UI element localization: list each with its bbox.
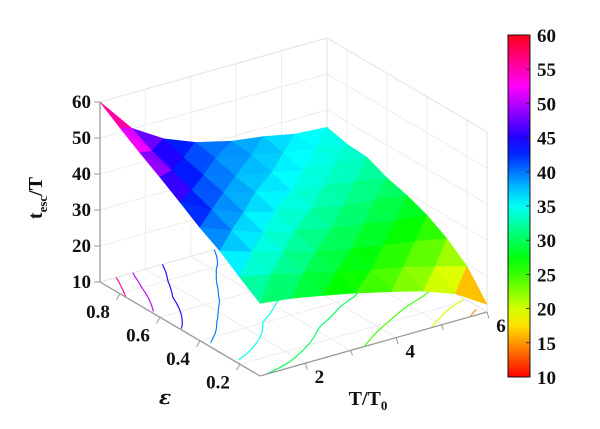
axes: 10 20 30 40 50 60 0.2 0.4 0.6 0.8 2 4 6 (72, 92, 506, 393)
wall-grid-line (326, 109, 488, 205)
surface-face (454, 265, 488, 305)
x-tick-label: 4 (405, 342, 415, 363)
y-axis-line (99, 281, 261, 377)
x-axis-line (259, 311, 488, 377)
y-tick-label: 0.4 (166, 349, 190, 370)
x-tick-label: 6 (496, 316, 506, 337)
y-tick (196, 340, 201, 348)
x-tick (304, 363, 308, 370)
y-axis-label: ε (159, 385, 171, 409)
z-tick-label: 60 (72, 92, 91, 113)
x-axis-label: T/T0 (349, 388, 388, 413)
floor-grid-line (239, 299, 468, 365)
y-tick (236, 363, 241, 371)
colorbar-tick-label: 45 (537, 129, 556, 150)
contour-line-15 (469, 308, 478, 318)
surface-face (259, 273, 293, 304)
floor-grid-line (145, 268, 306, 364)
surface-face (291, 272, 325, 299)
z-tick-label: 10 (72, 272, 91, 293)
z-tick-label: 40 (72, 164, 91, 185)
contour-line-50 (132, 272, 154, 312)
contour-line-20 (430, 298, 464, 329)
x-tick (486, 311, 490, 319)
box-edge (99, 37, 328, 103)
contour-line-25 (363, 287, 435, 348)
wall-grid-line (99, 73, 328, 139)
colorbar-tick-label: 35 (537, 197, 556, 218)
wall-grid-line (326, 73, 488, 169)
colorbar-tick-label: 15 (537, 334, 556, 355)
z-tick-label: 30 (72, 200, 91, 221)
colorbar-tick-label: 50 (537, 94, 556, 115)
y-tick (116, 293, 121, 301)
colorbar-tick-label: 60 (537, 26, 556, 47)
colorbar: 10 15 20 25 30 35 40 45 50 55 60 (507, 26, 556, 389)
x-tick-minor (441, 324, 444, 330)
y-tick-label: 0.6 (126, 325, 150, 346)
surface-face (391, 266, 425, 293)
surface-mesh (99, 101, 488, 305)
surface-face (99, 101, 133, 129)
y-tick-label: 0.2 (206, 372, 230, 393)
x-tick-label: 2 (315, 367, 325, 388)
x-tick (395, 337, 399, 345)
colorbar-tick-label: 30 (537, 231, 556, 252)
colorbar-tick-label: 25 (537, 265, 556, 286)
contour-line-40 (210, 249, 221, 343)
contour-line-45 (161, 264, 183, 329)
z-tick-label: 20 (72, 236, 91, 257)
z-tick-label: 50 (72, 128, 91, 149)
floor-grid-line (190, 255, 352, 351)
y-tick-label: 0.8 (86, 302, 110, 323)
colorbar-tick-label: 55 (537, 60, 556, 81)
contour-line-55 (115, 277, 127, 298)
colorbar-tick-label: 20 (537, 300, 556, 321)
box-edge (326, 37, 488, 133)
surface-face (422, 266, 456, 294)
surface-face (354, 269, 393, 294)
surface-face (323, 271, 356, 296)
y-tick (156, 316, 161, 324)
x-tick-minor (350, 350, 353, 356)
colorbar-tick-label: 10 (537, 368, 556, 389)
z-axis-label: tesc/T (25, 176, 50, 219)
colorbar-tick-label: 40 (537, 163, 556, 184)
